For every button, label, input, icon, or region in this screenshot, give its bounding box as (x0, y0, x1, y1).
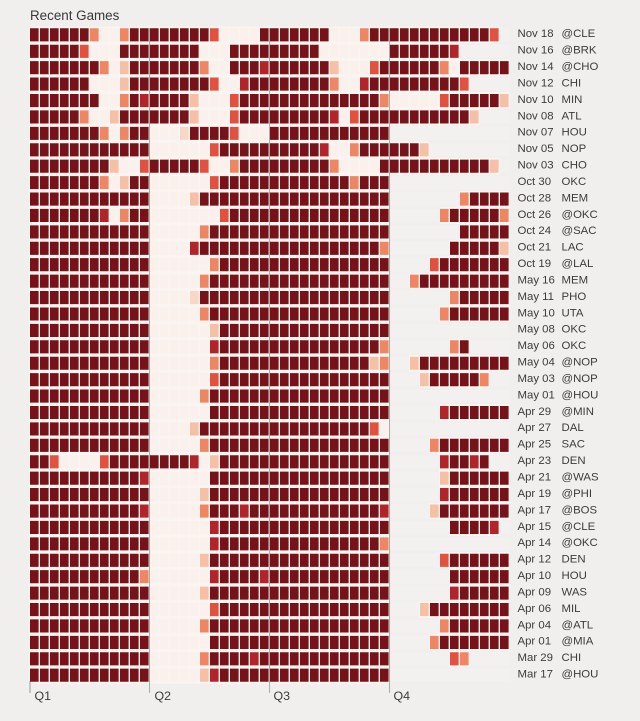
svg-text:MIL: MIL (562, 603, 581, 615)
svg-text:Q3: Q3 (274, 689, 291, 703)
svg-text:OKC: OKC (562, 176, 587, 188)
svg-text:May 06: May 06 (518, 340, 555, 352)
svg-text:Mar 29: Mar 29 (518, 652, 553, 664)
svg-text:May 01: May 01 (518, 389, 555, 401)
svg-text:Apr 23: Apr 23 (518, 455, 552, 467)
svg-text:Nov 12: Nov 12 (518, 77, 554, 89)
svg-text:Nov 05: Nov 05 (518, 143, 554, 155)
svg-text:Apr 10: Apr 10 (518, 570, 552, 582)
svg-text:Mar 17: Mar 17 (518, 669, 553, 681)
svg-text:Apr 15: Apr 15 (518, 521, 552, 533)
svg-text:@CLE: @CLE (562, 28, 596, 40)
svg-text:Nov 03: Nov 03 (518, 160, 554, 172)
svg-text:OKC: OKC (562, 324, 587, 336)
svg-text:DAL: DAL (562, 422, 584, 434)
svg-text:Oct 30: Oct 30 (518, 176, 552, 188)
svg-text:Apr 06: Apr 06 (518, 603, 552, 615)
svg-text:Nov 16: Nov 16 (518, 45, 554, 57)
svg-text:Q2: Q2 (155, 689, 172, 703)
svg-text:WAS: WAS (562, 586, 588, 598)
svg-text:@BRK: @BRK (562, 45, 597, 57)
svg-text:Apr 21: Apr 21 (518, 471, 552, 483)
svg-text:CHI: CHI (562, 77, 582, 89)
svg-text:MEM: MEM (562, 274, 589, 286)
svg-text:@OKC: @OKC (562, 537, 598, 549)
svg-text:Apr 09: Apr 09 (518, 586, 552, 598)
svg-text:@CHO: @CHO (562, 61, 599, 73)
svg-text:Apr 25: Apr 25 (518, 439, 552, 451)
svg-text:HOU: HOU (562, 570, 587, 582)
svg-text:Oct 24: Oct 24 (518, 225, 552, 237)
svg-text:SAC: SAC (562, 439, 585, 451)
svg-text:@NOP: @NOP (562, 373, 598, 385)
svg-text:@CLE: @CLE (562, 521, 596, 533)
svg-text:DEN: DEN (562, 455, 586, 467)
svg-text:@HOU: @HOU (562, 669, 599, 681)
svg-text:Recent Games: Recent Games (30, 8, 120, 23)
svg-text:Nov 08: Nov 08 (518, 110, 554, 122)
svg-text:Apr 27: Apr 27 (518, 422, 552, 434)
svg-text:@BOS: @BOS (562, 504, 598, 516)
svg-text:@OKC: @OKC (562, 209, 598, 221)
svg-text:May 08: May 08 (518, 324, 555, 336)
svg-text:HOU: HOU (562, 127, 587, 139)
svg-text:ATL: ATL (562, 110, 582, 122)
svg-text:Apr 12: Apr 12 (518, 554, 552, 566)
svg-text:@NOP: @NOP (562, 357, 598, 369)
svg-text:Q4: Q4 (394, 689, 411, 703)
svg-text:@MIA: @MIA (562, 636, 594, 648)
svg-text:UTA: UTA (562, 307, 584, 319)
svg-text:Apr 17: Apr 17 (518, 504, 552, 516)
svg-text:NOP: NOP (562, 143, 587, 155)
svg-text:Apr 14: Apr 14 (518, 537, 552, 549)
svg-text:Apr 01: Apr 01 (518, 636, 552, 648)
svg-text:CHO: CHO (562, 160, 587, 172)
svg-text:Nov 18: Nov 18 (518, 28, 554, 40)
svg-text:MEM: MEM (562, 192, 589, 204)
svg-text:Oct 19: Oct 19 (518, 258, 552, 270)
svg-text:May 11: May 11 (518, 291, 555, 303)
svg-text:May 16: May 16 (518, 274, 555, 286)
svg-text:@MIN: @MIN (562, 406, 594, 418)
svg-text:Oct 21: Oct 21 (518, 242, 552, 254)
svg-text:DEN: DEN (562, 554, 586, 566)
svg-text:Apr 29: Apr 29 (518, 406, 552, 418)
svg-text:LAC: LAC (562, 242, 584, 254)
svg-text:Oct 28: Oct 28 (518, 192, 552, 204)
svg-text:@ATL: @ATL (562, 619, 594, 631)
svg-text:MIN: MIN (562, 94, 583, 106)
svg-text:@SAC: @SAC (562, 225, 597, 237)
svg-text:OKC: OKC (562, 340, 587, 352)
svg-text:May 03: May 03 (518, 373, 555, 385)
svg-text:Oct 26: Oct 26 (518, 209, 552, 221)
svg-text:May 10: May 10 (518, 307, 555, 319)
svg-text:@HOU: @HOU (562, 389, 599, 401)
svg-text:Q1: Q1 (35, 689, 52, 703)
svg-text:@LAL: @LAL (562, 258, 594, 270)
svg-text:@WAS: @WAS (562, 471, 599, 483)
svg-text:PHO: PHO (562, 291, 587, 303)
svg-text:Nov 07: Nov 07 (518, 127, 554, 139)
svg-text:Apr 19: Apr 19 (518, 488, 552, 500)
svg-text:CHI: CHI (562, 652, 582, 664)
svg-text:Nov 14: Nov 14 (518, 61, 554, 73)
svg-text:@PHI: @PHI (562, 488, 593, 500)
svg-text:Apr 04: Apr 04 (518, 619, 552, 631)
svg-text:Nov 10: Nov 10 (518, 94, 554, 106)
svg-text:May 04: May 04 (518, 357, 555, 369)
